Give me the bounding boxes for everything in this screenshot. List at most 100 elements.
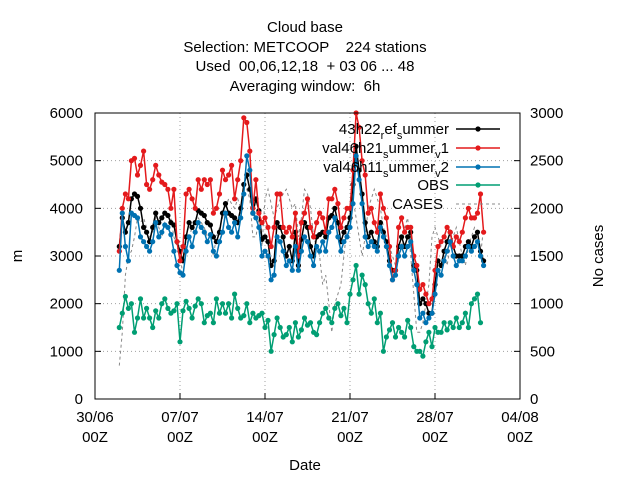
data-point-ref <box>420 296 426 302</box>
data-point-obs <box>465 324 471 331</box>
data-point-val1 <box>377 191 383 197</box>
legend-label-ref: 43h22refsummer <box>339 121 449 142</box>
data-point-obs <box>274 315 280 321</box>
legend-sample-marker <box>475 145 481 151</box>
data-point-obs <box>462 310 468 316</box>
data-point-obs <box>338 313 344 319</box>
title-line-4: Averaging window: 6h <box>230 78 381 95</box>
legend-sample-marker <box>475 126 481 132</box>
x-tick-label-hour: 00Z <box>82 429 108 446</box>
data-point-val1 <box>232 196 238 202</box>
data-point-val1 <box>447 229 453 235</box>
x-axis-label: Date <box>289 457 321 474</box>
y-tick-label: 4000 <box>50 200 83 217</box>
data-point-val1 <box>168 205 174 211</box>
data-point-val1 <box>271 224 277 230</box>
data-point-val1 <box>417 286 423 292</box>
data-point-val1 <box>329 196 335 202</box>
data-point-obs <box>198 301 204 307</box>
data-point-ref <box>137 205 144 211</box>
data-point-val2 <box>268 277 274 283</box>
data-point-obs <box>262 324 268 331</box>
data-point-obs <box>247 320 253 326</box>
data-point-val2 <box>286 258 292 264</box>
data-point-val2 <box>426 315 432 321</box>
data-point-val1 <box>365 210 371 216</box>
data-point-ref <box>207 222 213 228</box>
data-point-val1 <box>259 220 265 226</box>
data-point-val2 <box>183 248 189 254</box>
data-point-obs <box>402 334 408 340</box>
data-point-obs <box>453 315 459 321</box>
data-point-obs <box>377 310 383 316</box>
data-point-val2 <box>353 153 359 159</box>
data-point-obs <box>134 315 141 321</box>
data-point-ref <box>125 220 131 226</box>
data-point-ref <box>474 229 481 235</box>
data-point-val1 <box>165 186 171 192</box>
data-point-ref <box>159 215 165 221</box>
x-tick-label-hour: 00Z <box>507 429 533 446</box>
data-point-val2 <box>347 224 353 230</box>
data-point-val2 <box>122 243 128 250</box>
data-point-val2 <box>180 272 186 278</box>
data-point-val1 <box>453 234 459 240</box>
data-point-obs <box>119 310 125 316</box>
data-point-ref <box>471 234 478 240</box>
x-tick-label-date: 30/06 <box>76 409 114 426</box>
y2-tick-label: 2000 <box>530 200 563 217</box>
data-point-val2 <box>262 248 268 254</box>
data-point-obs <box>417 348 423 354</box>
data-point-val2 <box>335 234 341 240</box>
data-point-val1 <box>289 234 295 240</box>
data-point-val2 <box>350 201 356 207</box>
data-point-val2 <box>134 215 141 221</box>
data-point-val2 <box>338 248 344 254</box>
data-point-val2 <box>283 262 289 269</box>
data-point-obs <box>232 291 238 297</box>
data-point-ref <box>399 234 405 240</box>
data-point-ref <box>153 210 159 216</box>
data-point-val2 <box>444 248 450 254</box>
data-point-val1 <box>465 205 471 211</box>
data-point-val2 <box>150 239 156 245</box>
data-point-val1 <box>438 239 444 245</box>
data-point-val2 <box>383 243 389 250</box>
data-point-ref <box>323 234 329 240</box>
data-point-val1 <box>356 124 362 130</box>
data-point-obs <box>189 315 195 321</box>
x-tick-label-date: 21/07 <box>331 409 369 426</box>
data-point-val2 <box>144 243 150 250</box>
data-point-val1 <box>153 162 159 168</box>
data-point-obs <box>219 301 226 307</box>
data-point-ref <box>286 243 292 250</box>
data-point-obs <box>317 320 323 326</box>
data-point-obs <box>144 305 150 311</box>
data-point-val2 <box>165 224 171 230</box>
data-point-obs <box>165 305 171 311</box>
data-point-val2 <box>277 239 283 245</box>
data-point-val1 <box>371 220 377 226</box>
data-point-val2 <box>411 267 417 273</box>
data-point-val1 <box>216 191 223 197</box>
data-point-val1 <box>238 158 244 164</box>
data-point-ref <box>280 234 286 240</box>
data-point-val2 <box>289 267 295 273</box>
data-point-obs <box>186 305 192 311</box>
data-point-val1 <box>435 243 441 250</box>
series-line-cases <box>118 187 485 366</box>
data-point-val1 <box>362 172 368 178</box>
data-point-obs <box>147 315 153 321</box>
data-point-val2 <box>241 191 247 197</box>
data-point-val2 <box>368 239 374 245</box>
data-point-val1 <box>350 167 356 173</box>
data-point-obs <box>210 320 216 326</box>
data-point-val1 <box>414 262 420 269</box>
data-point-val1 <box>459 229 465 235</box>
data-point-val2 <box>356 177 362 183</box>
data-point-val1 <box>180 243 186 250</box>
data-point-obs <box>323 305 329 311</box>
data-point-val1 <box>210 210 216 216</box>
data-point-val1 <box>192 205 198 211</box>
data-point-val2 <box>374 248 380 254</box>
